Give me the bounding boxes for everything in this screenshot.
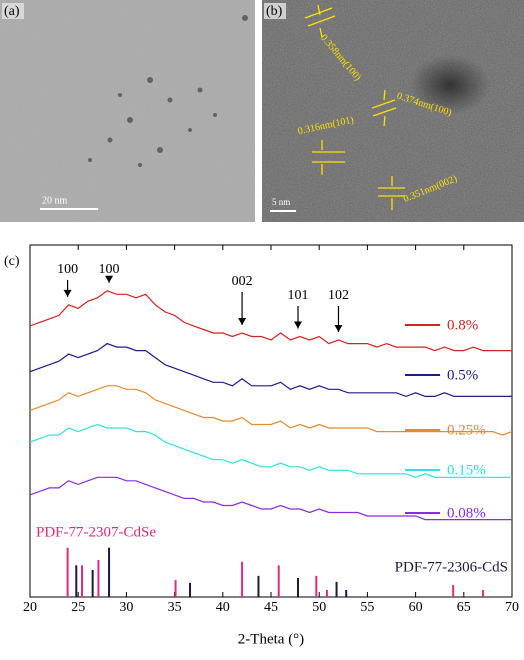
xrd-curve [29,476,512,521]
xrd-curve [29,290,512,352]
panel-label: (b) [266,4,283,19]
xrd-curve [29,423,512,478]
x-tick-label: 35 [168,600,182,615]
arrow-head [63,289,72,297]
hrtem-texture [262,0,524,222]
peak-label: 101 [287,288,308,303]
particles [88,15,248,167]
reference-label: PDF-77-2307-CdSe [36,524,156,540]
scale-bar-label: 20 nm [42,195,68,206]
label-bg [264,3,286,19]
x-axis-label: 2-Theta (°) [238,631,304,647]
legend-label: 0.8% [447,317,478,333]
legend-label: 0.25% [447,422,486,438]
x-tick-label: 55 [360,600,374,615]
x-tick-label: 70 [505,600,519,615]
arrow-head [105,275,114,283]
peak-label: 102 [328,288,349,303]
tem-texture [0,0,255,222]
reference-label: PDF-77-2306-CdS [395,559,508,575]
xrd-curve [29,342,512,398]
x-tick-label: 65 [457,600,471,615]
dark-region [410,55,490,115]
peak-label: 002 [232,274,253,289]
x-tick-label: 45 [264,600,278,615]
arrow-head [238,318,247,325]
legend-label: 0.5% [447,367,478,383]
panel-label: (a) [4,4,20,19]
x-tick-label: 30 [119,600,133,615]
x-tick-label: 20 [23,600,37,615]
legend-label: 0.08% [447,505,486,521]
xrd-curve [29,385,513,436]
arrow-head [293,321,302,329]
label-bg [2,3,24,19]
panel-b: (b) 0.358nm(100) 0.374nm(100) 0.316nm(10… [262,0,524,222]
panel-c: (c) 2-Theta (°) 20 25 30 35 40 45 50 55 60 65 70 0.… [4,244,519,647]
x-tick-label: 60 [409,600,423,615]
panel-a: (a) 20 nm [0,0,255,222]
x-tick-label: 50 [312,600,326,615]
x-tick-label: 25 [71,600,85,615]
scale-bar-label: 5 nm [272,197,290,207]
arrow-head [334,325,343,333]
x-tick-label: 40 [216,600,230,615]
peak-label: 100 [99,262,120,277]
legend-label: 0.15% [447,462,486,478]
peak-label: 100 [57,262,78,277]
plot-frame [29,244,513,598]
lattice-markers [304,4,405,210]
panel-label: (c) [4,254,20,269]
